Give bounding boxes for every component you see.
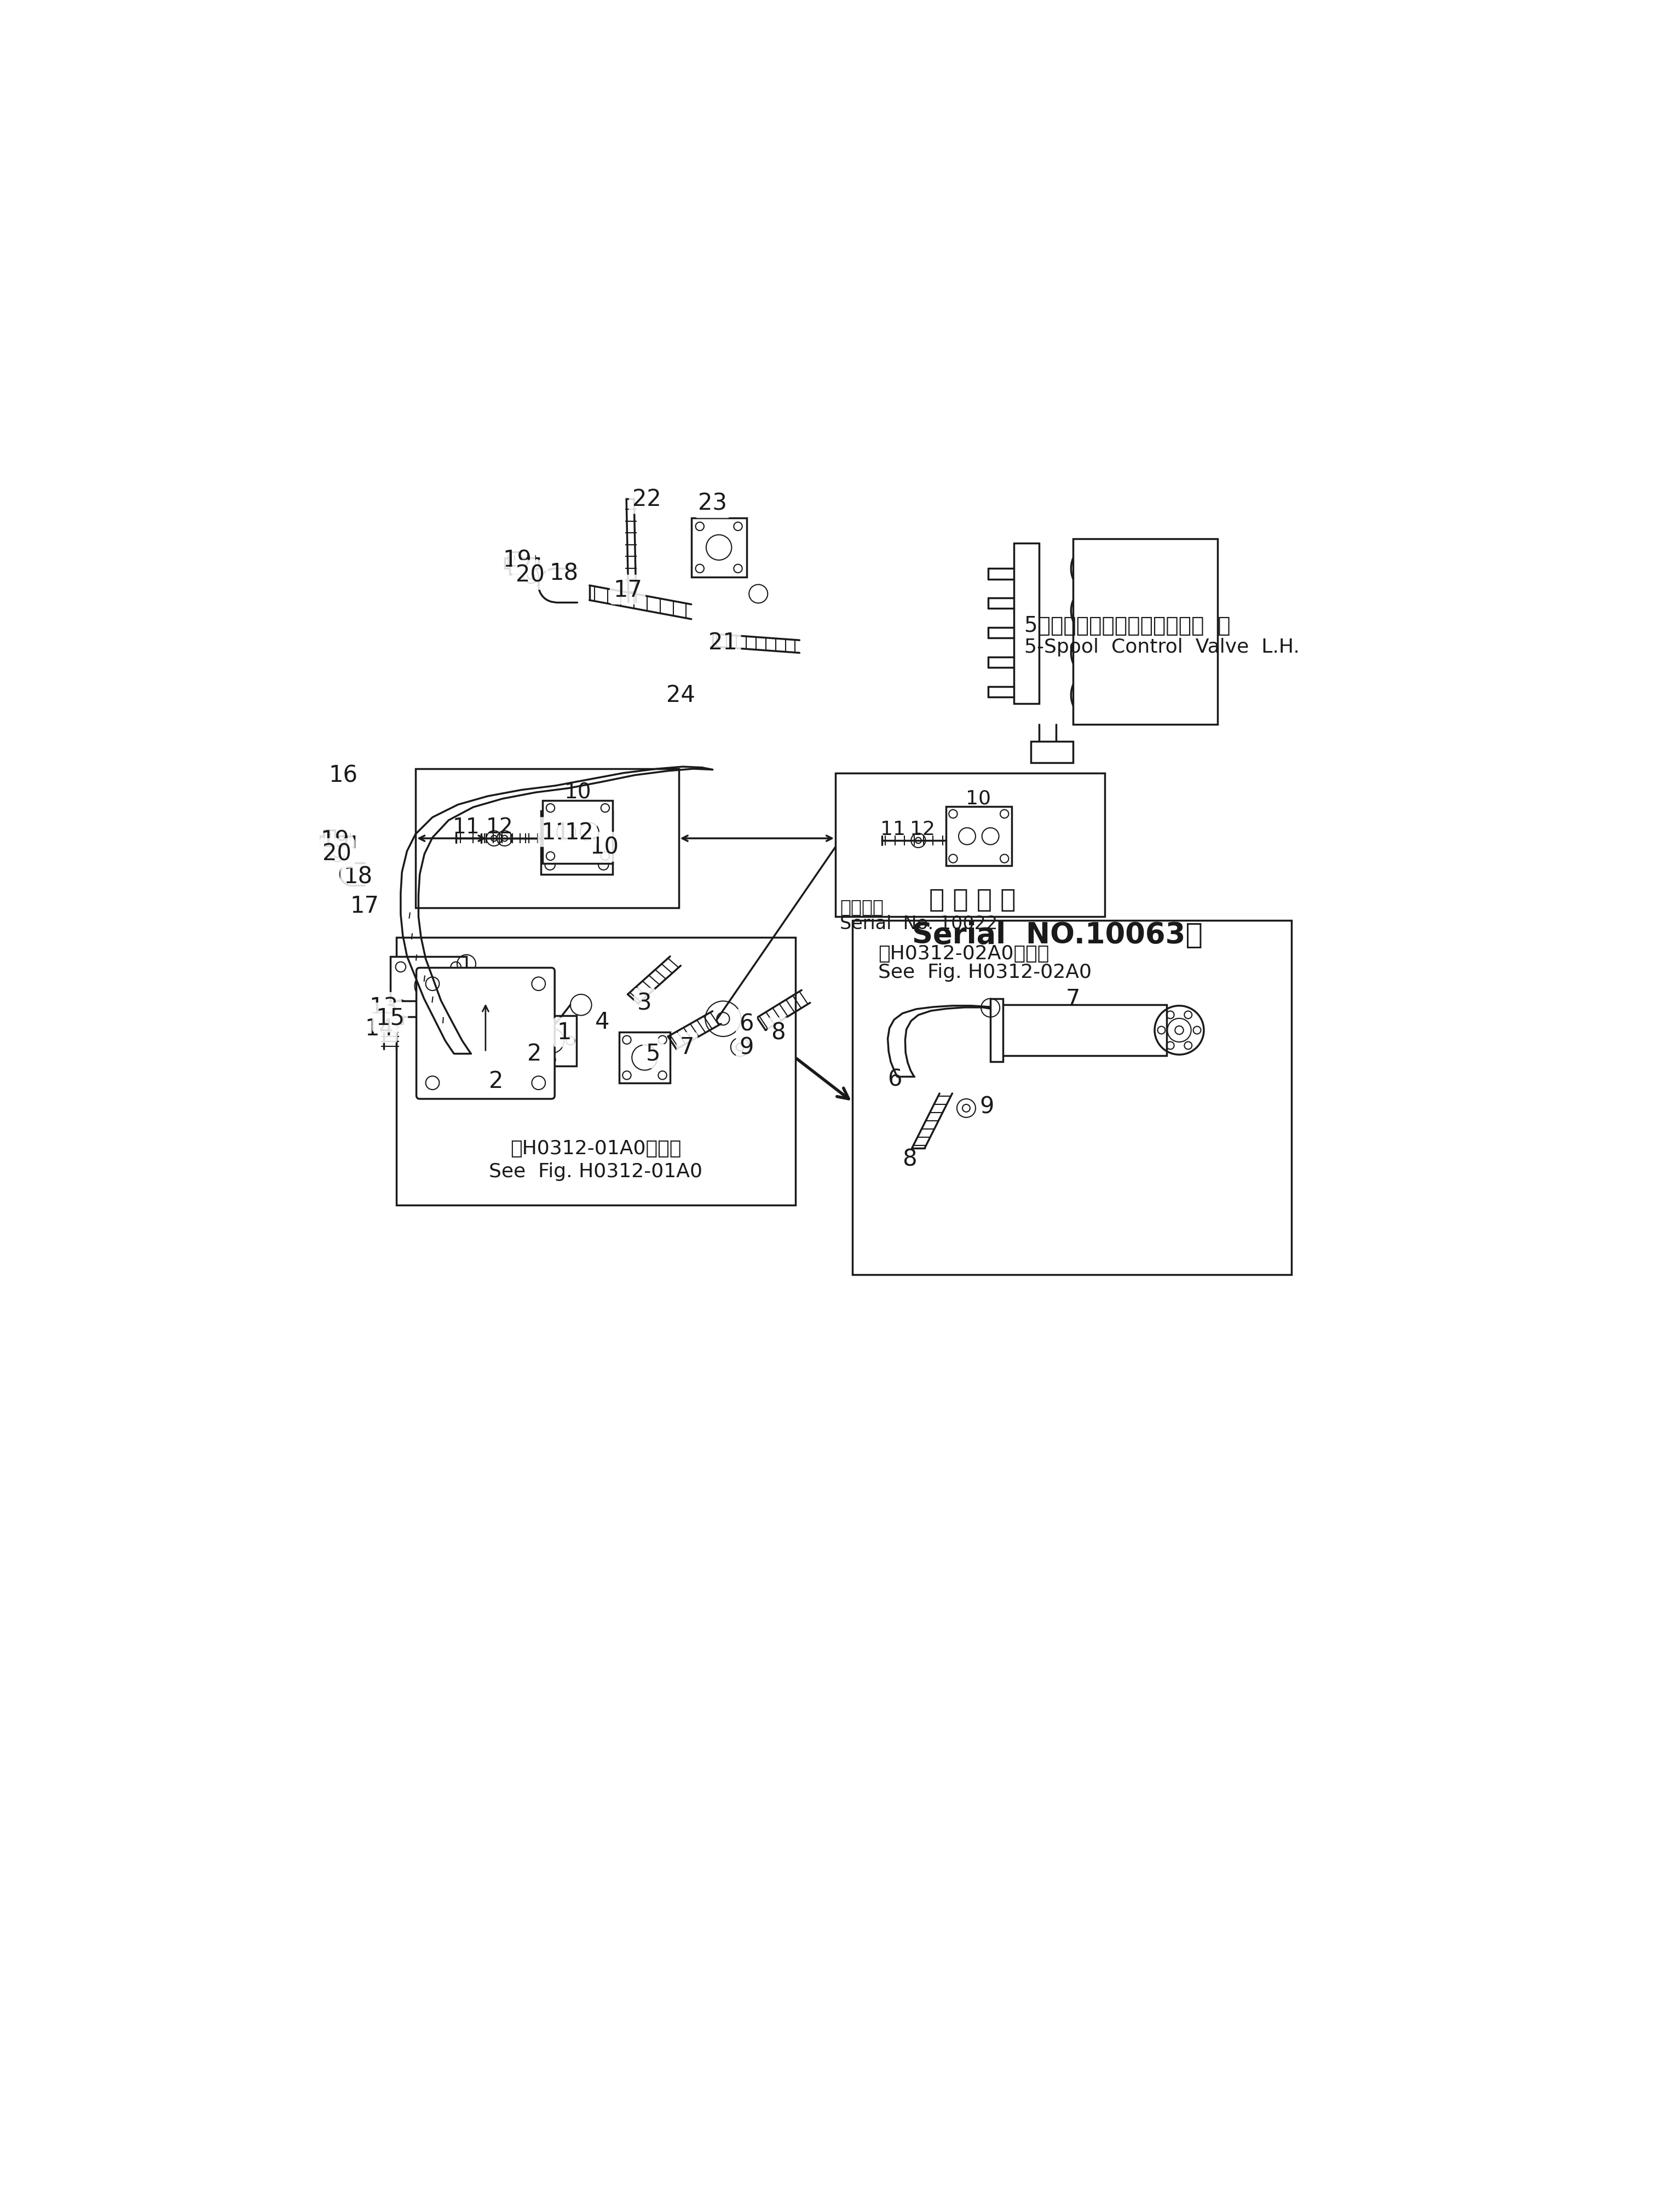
Text: 7: 7 (679, 1035, 694, 1060)
Text: Serial  NO.10063～: Serial NO.10063～ (912, 920, 1203, 949)
Bar (835, 774, 1105, 916)
Bar (324, 830, 336, 852)
Bar (390, 956, 467, 1015)
Bar (541, 812, 613, 874)
Text: 1: 1 (556, 1022, 571, 1044)
Bar (505, 557, 538, 568)
Text: 16: 16 (329, 763, 357, 787)
Text: 23: 23 (698, 491, 728, 515)
Text: 10: 10 (590, 836, 620, 858)
Text: 2: 2 (527, 1042, 541, 1066)
Text: 20: 20 (515, 564, 545, 586)
Text: 適 用 号 機: 適 用 号 機 (928, 887, 1015, 911)
Text: 24: 24 (666, 684, 696, 708)
Text: 18: 18 (344, 865, 372, 887)
Text: See  Fig. H0312-02A0: See Fig. H0312-02A0 (879, 962, 1091, 982)
Text: 8: 8 (902, 1148, 917, 1170)
Bar (394, 1002, 419, 1018)
Text: 9: 9 (980, 1095, 995, 1117)
Text: 15: 15 (375, 1006, 405, 1029)
Bar (1073, 540, 1218, 726)
FancyBboxPatch shape (417, 969, 555, 1099)
Text: 5スプールコントロールバルブ  左: 5スプールコントロールバルブ 左 (1025, 615, 1231, 637)
Text: 5: 5 (646, 1042, 661, 1066)
Bar (691, 518, 746, 577)
Text: 22: 22 (633, 489, 661, 511)
Text: 2: 2 (488, 1071, 503, 1093)
Text: 9: 9 (739, 1035, 754, 1060)
Text: 21: 21 (709, 630, 737, 655)
Text: 6: 6 (739, 1013, 754, 1035)
Bar (852, 920, 1292, 1274)
Bar (1031, 741, 1073, 763)
Text: 5-Spool  Control  Valve  L.H.: 5-Spool Control Valve L.H. (1025, 637, 1299, 657)
Text: 11: 11 (541, 821, 570, 843)
Text: 適用号機: 適用号機 (840, 898, 884, 916)
Bar (490, 1060, 528, 1091)
Text: 3: 3 (638, 991, 651, 1015)
Bar (990, 1000, 1003, 1062)
Text: 13: 13 (369, 995, 399, 1020)
Text: 4: 4 (595, 1011, 610, 1033)
Bar (997, 1004, 1166, 1055)
Text: 第H0312-02A0図参照: 第H0312-02A0図参照 (879, 945, 1050, 962)
Text: 8: 8 (771, 1022, 786, 1044)
Text: 10: 10 (565, 781, 591, 803)
Text: 12: 12 (487, 816, 513, 838)
Text: 6: 6 (887, 1068, 902, 1091)
Text: 11: 11 (453, 816, 480, 838)
Bar (1013, 544, 1040, 703)
Bar (543, 801, 613, 865)
Text: See  Fig. H0312-01A0: See Fig. H0312-01A0 (488, 1161, 703, 1181)
Text: 19: 19 (503, 549, 532, 573)
Text: 第H0312-01A0図参照: 第H0312-01A0図参照 (510, 1139, 681, 1157)
Bar (387, 1018, 404, 1024)
Text: 20: 20 (322, 843, 352, 865)
Bar (527, 1015, 576, 1066)
Text: 17: 17 (613, 580, 643, 602)
Bar (620, 1033, 669, 1084)
Text: Serial  No. 10022: Serial No. 10022 (840, 914, 998, 933)
Bar (397, 938, 796, 1206)
Text: 12: 12 (565, 821, 593, 843)
Text: 7: 7 (1066, 987, 1080, 1011)
Text: 17: 17 (350, 894, 379, 918)
Bar (321, 836, 354, 847)
Text: 11: 11 (880, 821, 905, 838)
Text: 18: 18 (550, 562, 578, 584)
Bar (945, 807, 1012, 867)
Text: 12: 12 (910, 821, 935, 838)
Text: 10: 10 (967, 790, 992, 807)
Text: 19: 19 (321, 830, 349, 852)
Bar (510, 553, 520, 573)
Bar (415, 770, 679, 909)
Text: 14: 14 (365, 1018, 394, 1040)
